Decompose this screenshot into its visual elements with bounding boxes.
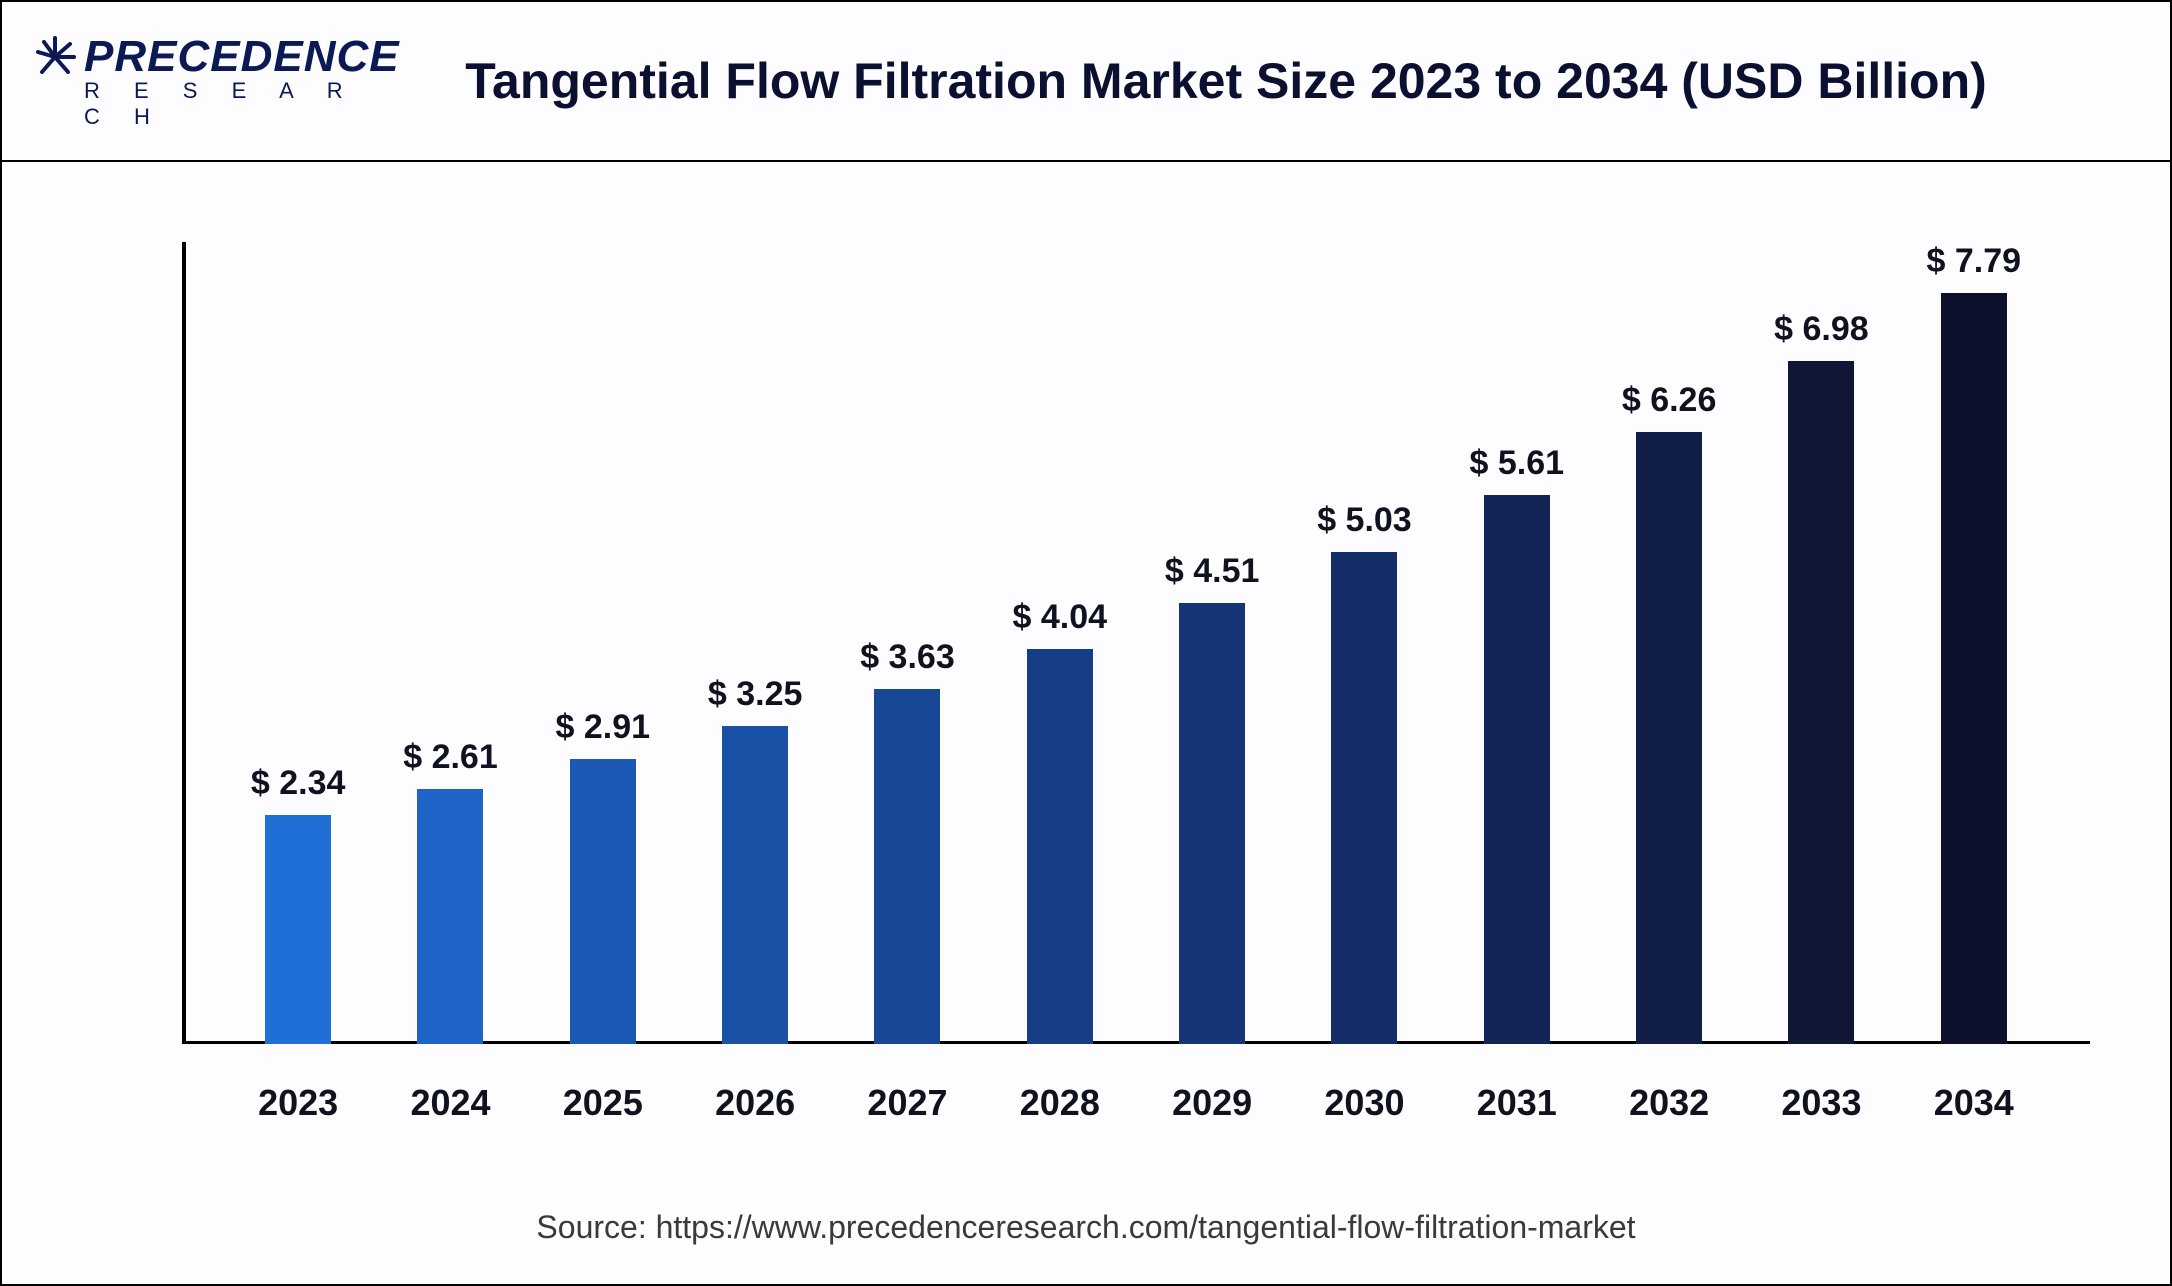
bar-value-label: $ 6.98 [1774,310,1869,349]
bar [1636,432,1702,1044]
bar-group: $ 2.34 [222,242,374,1044]
bar-value-label: $ 6.26 [1622,381,1717,420]
x-tick-label: 2031 [1441,1082,1593,1124]
bar-group: $ 2.61 [374,242,526,1044]
bar-value-label: $ 4.51 [1165,552,1260,591]
bars-container: $ 2.34 $ 2.61 $ 2.91 $ 3.25 $ 3.63 $ 4.04 $ 4.… [182,242,2090,1044]
bar-group: $ 6.26 [1593,242,1745,1044]
brand-logo: PRECEDENCE R E S E A R C H [32,21,372,141]
header: PRECEDENCE R E S E A R C H Tangential Fl… [2,2,2170,162]
bar-group: $ 2.91 [527,242,679,1044]
bar-group: $ 6.98 [1745,242,1897,1044]
bar [417,789,483,1044]
x-tick-label: 2029 [1136,1082,1288,1124]
x-tick-label: 2027 [831,1082,983,1124]
x-tick-label: 2028 [984,1082,1136,1124]
bar-group: $ 4.51 [1136,242,1288,1044]
x-tick-label: 2030 [1288,1082,1440,1124]
bar [265,815,331,1044]
bar [1027,649,1093,1044]
logo-mark-icon [32,34,78,80]
chart-title: Tangential Flow Filtration Market Size 2… [372,52,2140,110]
x-tick-label: 2026 [679,1082,831,1124]
x-tick-label: 2034 [1898,1082,2050,1124]
bar-value-label: $ 3.63 [860,638,955,677]
bar-value-label: $ 3.25 [708,675,803,714]
bar-group: $ 5.03 [1288,242,1440,1044]
chart-card: PRECEDENCE R E S E A R C H Tangential Fl… [0,0,2172,1286]
source-caption: Source: https://www.precedenceresearch.c… [2,1209,2170,1246]
bar [570,759,636,1044]
bar-value-label: $ 5.61 [1470,444,1565,483]
x-tick-label: 2024 [374,1082,526,1124]
bar-group: $ 5.61 [1441,242,1593,1044]
bar-value-label: $ 5.03 [1317,501,1412,540]
bar [1941,293,2007,1044]
bar-group: $ 3.63 [831,242,983,1044]
x-axis-labels: 2023202420252026202720282029203020312032… [182,1082,2090,1124]
bar [1788,361,1854,1044]
bar [722,726,788,1044]
bar-group: $ 4.04 [984,242,1136,1044]
x-tick-label: 2023 [222,1082,374,1124]
x-tick-label: 2033 [1745,1082,1897,1124]
bar-value-label: $ 2.91 [556,708,651,747]
bar-group: $ 7.79 [1898,242,2050,1044]
bar [1331,552,1397,1044]
bar-value-label: $ 2.61 [403,738,498,777]
bar-value-label: $ 2.34 [251,764,346,803]
plot-area: $ 2.34 $ 2.61 $ 2.91 $ 3.25 $ 3.63 $ 4.04 $ 4.… [62,182,2110,1164]
bar [1484,495,1550,1044]
x-tick-label: 2025 [527,1082,679,1124]
logo-wordmark: PRECEDENCE [84,32,400,82]
bar [1179,603,1245,1044]
bar-value-label: $ 4.04 [1013,598,1108,637]
bar-value-label: $ 7.79 [1927,242,2022,281]
bar [874,689,940,1044]
logo-subtext: R E S E A R C H [84,78,372,130]
x-tick-label: 2032 [1593,1082,1745,1124]
bar-group: $ 3.25 [679,242,831,1044]
